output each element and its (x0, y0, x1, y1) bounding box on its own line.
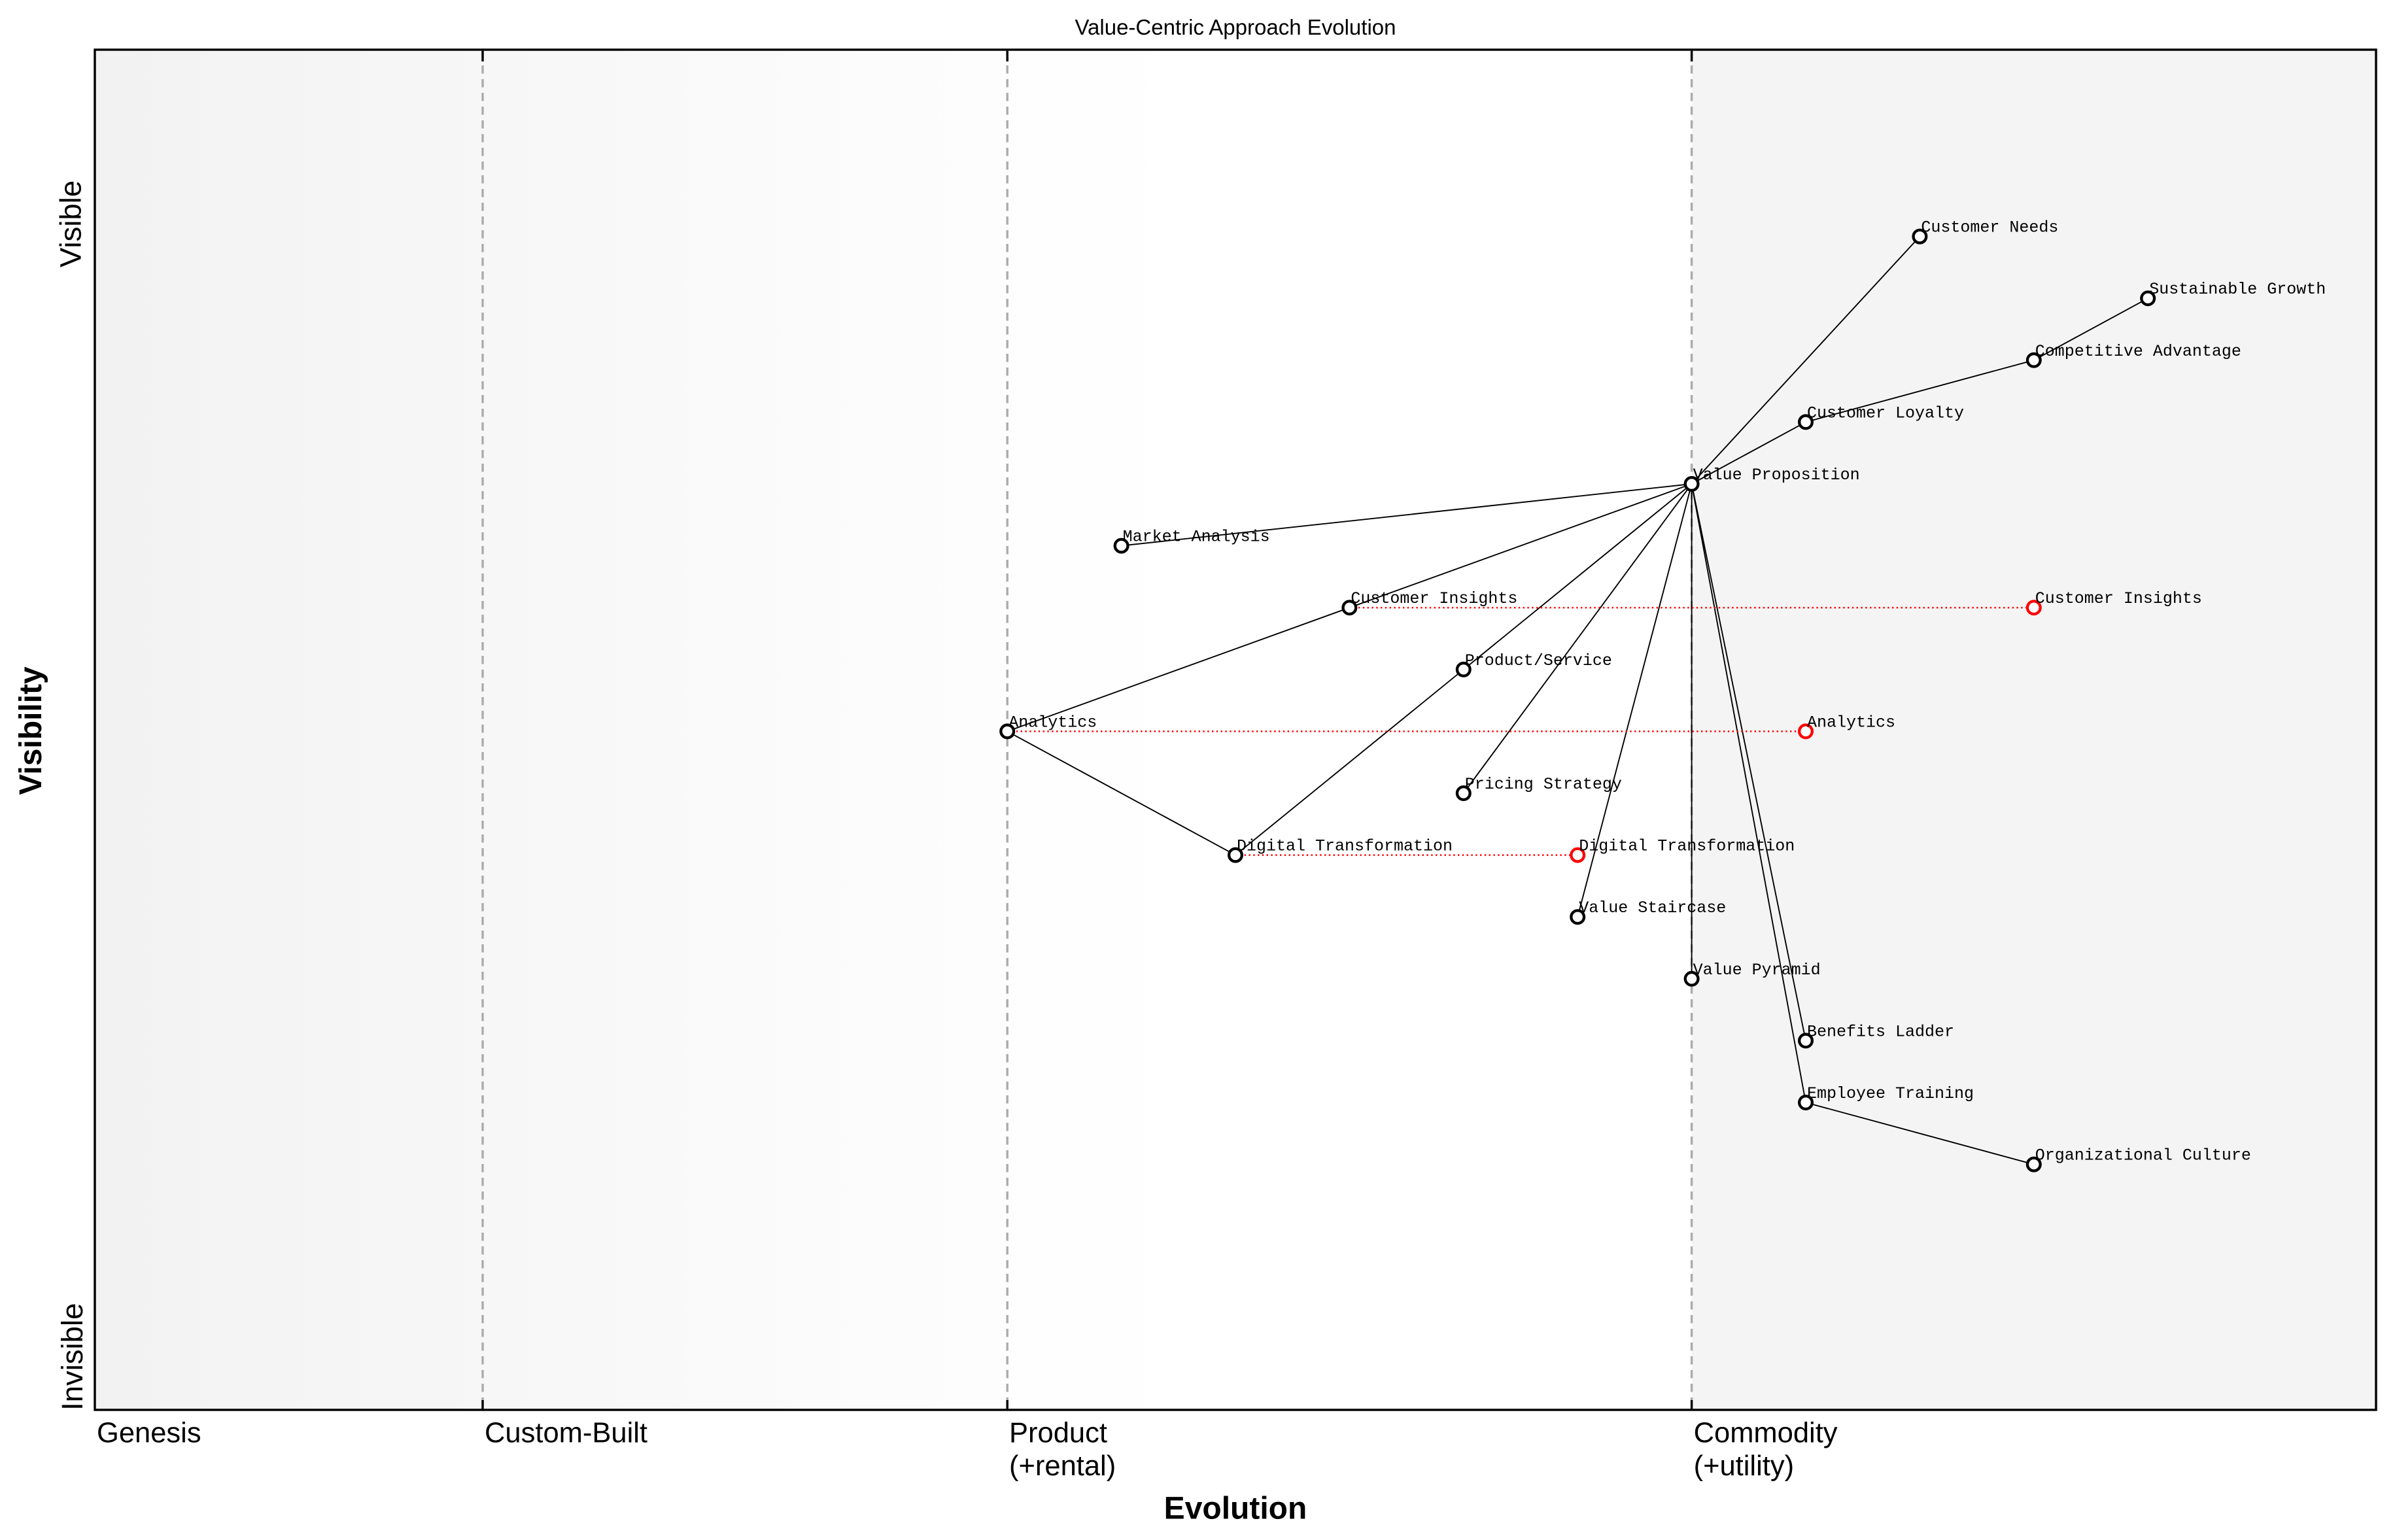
svg-text:Genesis: Genesis (97, 1418, 201, 1449)
svg-text:Digital Transformation: Digital Transformation (1237, 837, 1453, 856)
svg-text:Value Proposition: Value Proposition (1693, 466, 1860, 485)
svg-text:Customer Insights: Customer Insights (2035, 589, 2202, 608)
svg-text:Value Pyramid: Value Pyramid (1693, 961, 1821, 980)
svg-text:(+utility): (+utility) (1694, 1450, 1794, 1482)
svg-text:Product/Service: Product/Service (1465, 651, 1612, 670)
svg-text:Commodity: Commodity (1694, 1418, 1838, 1449)
svg-text:Custom-Built: Custom-Built (485, 1418, 647, 1449)
svg-text:Customer Loyalty: Customer Loyalty (1807, 403, 1964, 422)
svg-text:Customer Insights: Customer Insights (1351, 589, 1517, 608)
svg-text:Organizational Culture: Organizational Culture (2035, 1146, 2251, 1165)
svg-text:Benefits Ladder: Benefits Ladder (1807, 1022, 1954, 1041)
svg-text:Invisible: Invisible (56, 1303, 89, 1411)
svg-text:Visibility: Visibility (14, 666, 48, 795)
svg-text:Value Staircase: Value Staircase (1579, 898, 1726, 917)
svg-text:Product: Product (1009, 1418, 1107, 1449)
svg-text:Competitive Advantage: Competitive Advantage (2035, 342, 2241, 361)
svg-text:Digital Transformation: Digital Transformation (1579, 837, 1795, 856)
svg-text:Value-Centric Approach Evoluti: Value-Centric Approach Evolution (1075, 15, 1396, 39)
svg-text:Market Analysis: Market Analysis (1123, 528, 1270, 547)
svg-text:Analytics: Analytics (1008, 713, 1097, 732)
svg-text:Analytics: Analytics (1807, 713, 1895, 732)
svg-text:Pricing Strategy: Pricing Strategy (1465, 775, 1622, 794)
svg-text:Sustainable Growth: Sustainable Growth (2149, 280, 2326, 299)
svg-text:Employee Training: Employee Training (1807, 1084, 1974, 1103)
svg-text:Customer Needs: Customer Needs (1921, 218, 2058, 237)
svg-text:Visible: Visible (54, 180, 87, 267)
svg-text:Evolution: Evolution (1164, 1492, 1307, 1526)
svg-text:(+rental): (+rental) (1009, 1450, 1116, 1482)
